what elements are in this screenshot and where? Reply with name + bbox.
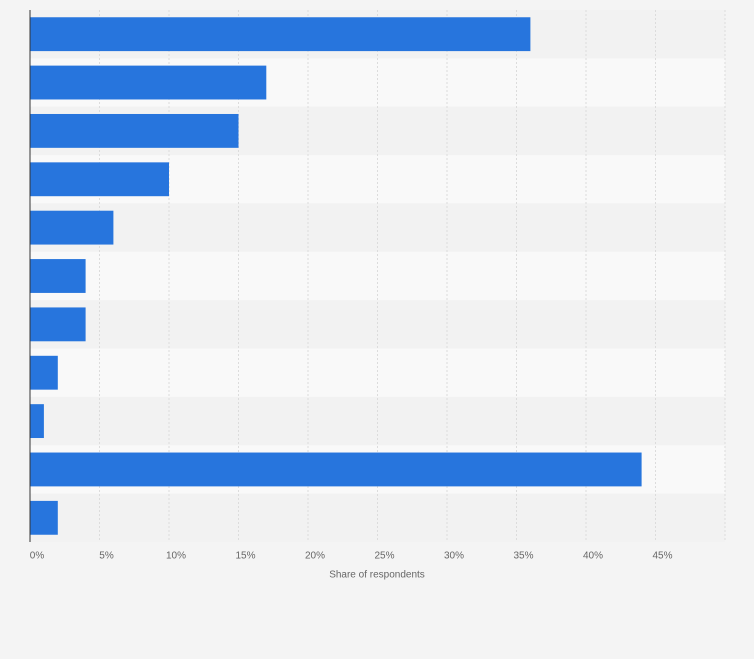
bar <box>30 500 58 535</box>
bar <box>30 65 267 100</box>
bar <box>30 210 114 245</box>
bar <box>30 259 86 293</box>
bar <box>30 113 239 148</box>
x-tick-label: 10% <box>166 551 186 562</box>
bar <box>30 404 44 439</box>
x-tick-label: 5% <box>99 551 114 562</box>
x-tick-label: 45% <box>652 551 672 562</box>
bar <box>30 162 169 197</box>
row-band <box>30 300 725 349</box>
x-axis-label: Share of respondents <box>329 570 425 581</box>
bar <box>30 17 531 52</box>
row-band <box>30 493 725 542</box>
x-tick-label: 40% <box>583 551 603 562</box>
x-tick-label: 15% <box>235 551 255 562</box>
bar <box>30 452 642 487</box>
x-tick-label: 20% <box>305 551 325 562</box>
x-tick-label: 30% <box>444 551 464 562</box>
x-tick-label: 35% <box>513 551 533 562</box>
bar <box>30 355 58 390</box>
row-band <box>30 348 725 397</box>
bar <box>30 307 86 342</box>
row-band <box>30 396 725 446</box>
x-tick-label: 0% <box>30 551 45 562</box>
x-tick-label: 25% <box>374 551 394 562</box>
